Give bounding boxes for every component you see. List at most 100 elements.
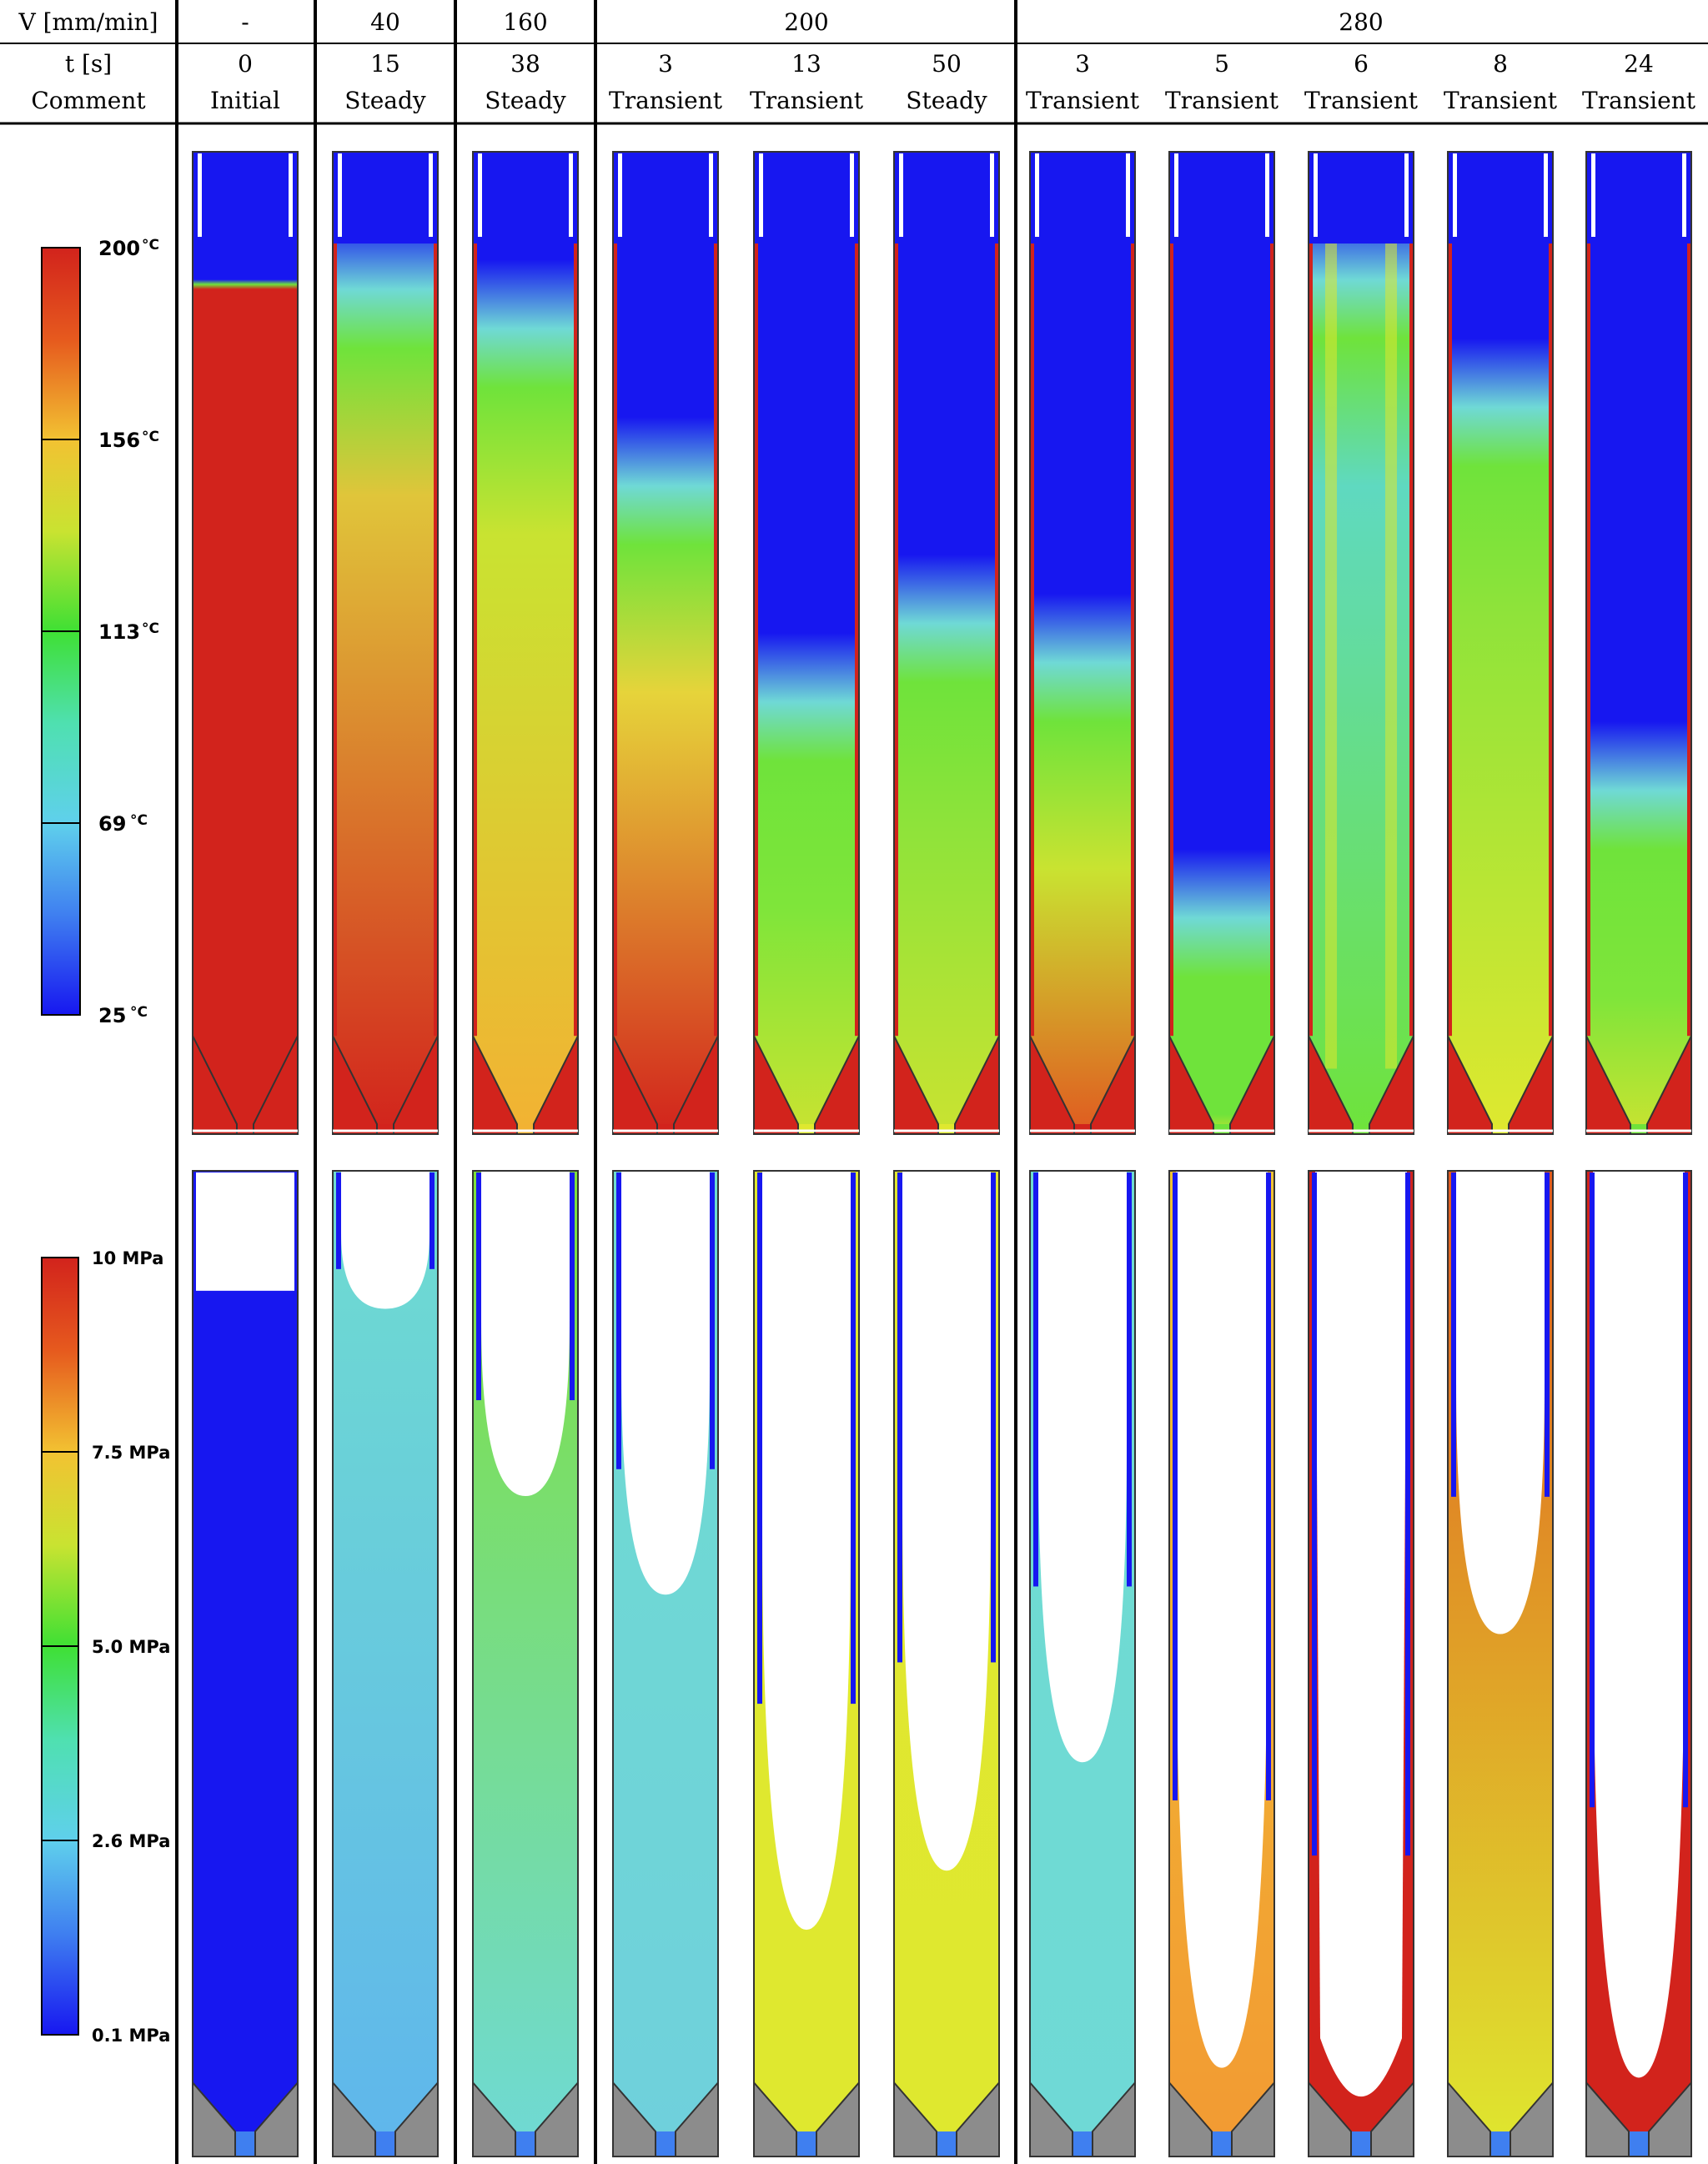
die-wall [1309,1036,1353,1134]
temperature-panels [192,151,1692,1135]
feed-region [1169,152,1274,244]
side-wall [1409,244,1414,1037]
feed-region [754,152,859,244]
group-dividers [175,0,1017,2164]
colorbar-tick-unit: °C [130,812,148,829]
die-outline [1029,2081,1136,2156]
unfilled-region [1315,1171,1407,2097]
temperature-field [333,152,438,1134]
velocity-group-label: 280 [1339,8,1383,36]
case-comment-label: Transient [1444,87,1558,114]
temperature-field [1448,152,1553,1134]
feed-region [1030,152,1135,244]
feed-gap [1682,153,1686,237]
side-wall [1033,1172,1038,1587]
side-wall [336,1172,341,1269]
pressure-panel [1308,1170,1414,2157]
row-label-comment: Comment [31,87,146,114]
case-time-label: 0 [238,50,253,78]
side-wall [1590,1172,1595,1808]
outlet-channel [1073,2131,1093,2156]
side-wall [995,244,999,1037]
feed-region [613,152,718,244]
die-wall [1230,1036,1274,1134]
colorbar-tick-unit: °C [142,237,159,254]
die-outline [1585,2081,1692,2156]
side-wall [434,244,438,1037]
row-label-time: t [s] [65,50,112,78]
panel-outline [332,1170,439,2157]
feed-region [1309,152,1414,244]
temperature-panel [612,151,719,1135]
feed-gap [1265,153,1269,237]
pressure-panel [192,1170,299,2157]
outlet-channel [796,2131,816,2156]
feed-gap [289,153,293,237]
temperature-panel [472,151,579,1135]
unfilled-region [196,1172,294,1291]
feed-gap [478,153,482,237]
feed-gap [569,153,573,237]
panel-outline [472,1170,579,2157]
velocity-group-label: - [241,8,249,36]
case-time-label: 24 [1624,50,1654,78]
panel-outline [753,151,860,1135]
case-comment-label: Transient [609,87,723,114]
colorbar-tick-label: 0.1 MPa [92,2026,170,2046]
case-time-label: 5 [1214,50,1229,78]
die-wall [534,1036,578,1134]
temperature-panel [192,151,299,1135]
case-comment-label: Steady [344,87,426,114]
header-table: V [mm/min] t [s] Comment - 40 160 200 28… [0,8,1708,125]
die-outline [472,2081,579,2156]
row-label-velocity: V [mm/min] [18,8,158,36]
side-wall [430,1172,435,1269]
pressure-panel [753,1170,860,2157]
outlet-channel [375,2131,395,2156]
colorbar-tick-label: 200 [98,237,140,260]
side-wall [333,244,337,1037]
die-wall [394,1036,438,1134]
pressure-colorbar: 10 MPa 7.5 MPa 5.0 MPa 2.6 MPa 0.1 MPa [41,1248,170,2046]
feed-gap [990,153,994,237]
temperature-field [613,152,718,1134]
pressure-panel [1585,1170,1692,2157]
temperature-field [1169,152,1274,1134]
pressure-panel [893,1170,1000,2157]
feed-region [473,152,578,244]
colorbar-tick-label: 7.5 MPa [92,1443,170,1463]
side-wall [894,244,898,1037]
side-wall [616,1172,621,1469]
case-time-label: 50 [932,50,962,78]
side-wall [991,1172,996,1663]
outlet-channel [1353,1124,1369,1134]
temperature-panel [332,151,439,1135]
panel-outline [753,1170,860,2157]
die-wall [1169,1036,1213,1134]
temperature-panel [1447,151,1554,1135]
case-comment-label: Steady [485,87,566,114]
die-outline [1308,2081,1414,2156]
unfilled-region [1593,1171,1685,2078]
die-outline [753,2081,860,2156]
outlet-channel [1490,2131,1510,2156]
feed-gap [899,153,903,237]
colorbar-tick-label: 5.0 MPa [92,1637,170,1657]
unfilled-region [1038,1171,1127,1763]
panel-outline [893,151,1000,1135]
case-time-label: 15 [370,50,400,78]
die-outline [893,2081,1000,2156]
unfilled-region [902,1171,991,1871]
die-wall [473,1036,517,1134]
feed-gap [1126,153,1130,237]
temperature-field [1586,152,1691,1134]
panel-outline [1168,1170,1275,2157]
outlet-channel [656,2131,676,2156]
side-wall [574,244,578,1037]
side-wall [1169,244,1173,1037]
feed-gap [1314,153,1318,237]
pressure-panel [1029,1170,1136,2157]
panel-outline [1585,151,1692,1135]
unfilled-region [762,1171,851,1931]
